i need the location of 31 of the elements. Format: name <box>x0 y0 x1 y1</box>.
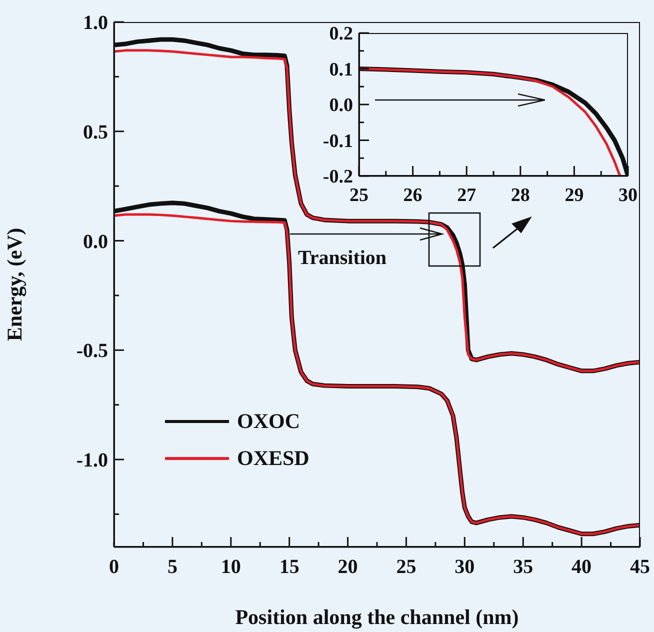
x-tick-label: 25 <box>350 185 368 206</box>
x-tick-label: 45 <box>630 556 650 578</box>
x-tick-label: 30 <box>618 185 638 206</box>
y-tick-label: 0.0 <box>83 230 108 253</box>
y-tick-label: 0.5 <box>83 121 108 144</box>
x-tick-label: 29 <box>564 185 584 206</box>
y-tick-label: 0.0 <box>329 95 353 116</box>
x-tick-label: 35 <box>513 556 534 578</box>
x-tick-label: 40 <box>572 556 592 578</box>
legend-label: OXESD <box>237 446 310 471</box>
y-tick-label: 0.2 <box>329 24 353 45</box>
y-tick-label: -0.2 <box>322 166 353 188</box>
x-tick-label: 30 <box>454 556 475 578</box>
x-tick-label: 27 <box>457 185 477 206</box>
y-axis-title: Energy, (eV) <box>2 228 26 342</box>
x-tick-label: 25 <box>396 556 416 578</box>
annotation: Transition <box>298 247 387 270</box>
x-tick-label: 15 <box>279 556 300 578</box>
x-tick-label: 0 <box>109 556 119 578</box>
y-tick-label: 1.0 <box>83 12 108 34</box>
y-tick-label: -0.5 <box>76 340 108 362</box>
x-tick-label: 26 <box>403 185 422 206</box>
x-tick-label: 10 <box>220 556 241 578</box>
y-tick-label: -0.1 <box>322 130 353 152</box>
y-tick-label: -1.0 <box>76 450 108 472</box>
x-axis-title: Position along the channel (nm) <box>235 605 519 629</box>
legend-label: OXOC <box>237 409 300 434</box>
y-tick-label: 0.1 <box>329 59 353 80</box>
x-tick-label: 28 <box>510 185 530 206</box>
x-tick-label: 5 <box>167 556 178 578</box>
x-tick-label: 20 <box>338 556 358 578</box>
